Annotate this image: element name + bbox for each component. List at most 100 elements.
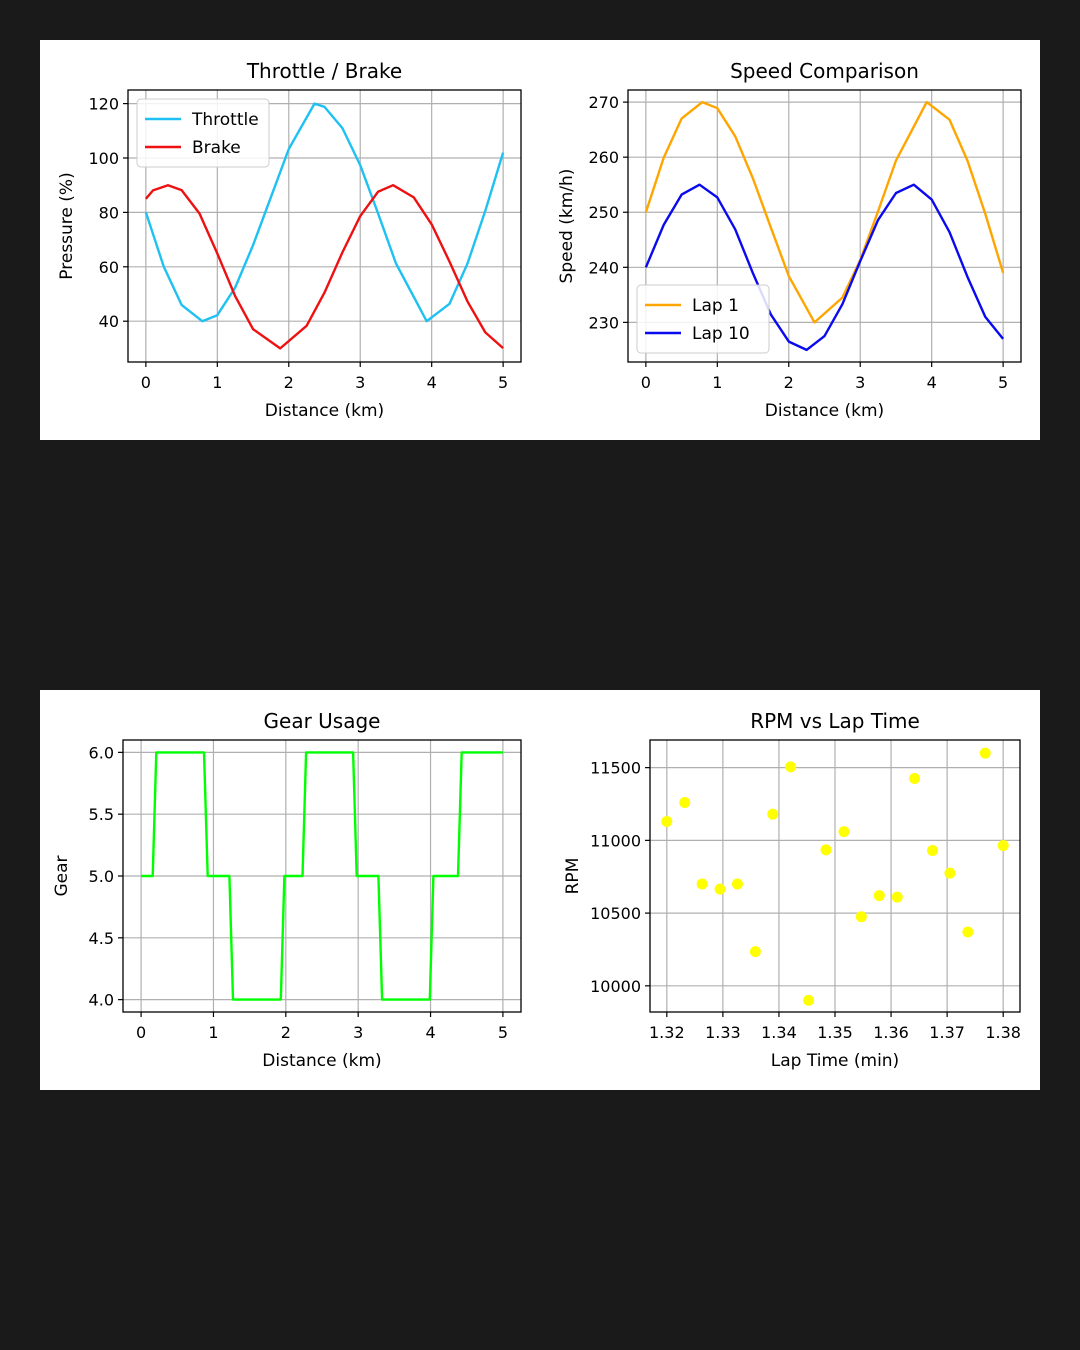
chart-title: Speed Comparison (730, 59, 919, 83)
x-axis-label: Distance (km) (765, 401, 884, 421)
x-axis-label: Distance (km) (262, 1051, 381, 1071)
bottom-figure-canvas: 0 1 2 3 4 5 4.0 4.5 5.0 5.5 6.0 Gear Usage Distance … (52, 709, 1021, 1071)
data-point (803, 994, 815, 1006)
data-point (979, 747, 991, 759)
data-point (714, 883, 726, 895)
legend-label: Lap 10 (692, 324, 750, 344)
data-point (855, 911, 867, 923)
chart-title: Throttle / Brake (246, 59, 402, 83)
data-point (927, 845, 939, 857)
top-figure-panel: 0 1 2 3 4 5 40 60 80 100 120 Throttle / Brake Distan… (40, 40, 1040, 440)
x-tick-label: 1.38 (985, 1023, 1021, 1042)
x-tick-label: 1.35 (817, 1023, 853, 1042)
x-tick-label: 1 (712, 373, 722, 392)
x-tick-label: 0 (136, 1023, 146, 1042)
legend-box (636, 284, 770, 354)
y-tick-label: 80 (99, 203, 119, 222)
y-tick-label: 6.0 (89, 743, 114, 762)
x-tick-label: 5 (998, 373, 1008, 392)
y-tick-label: 5.0 (89, 867, 114, 886)
legend: Lap 1 Lap 10 (636, 284, 770, 354)
x-axis-label: Lap Time (min) (771, 1051, 899, 1071)
series-line-lap-1 (644, 100, 1005, 324)
data-point (962, 926, 974, 938)
series-line-lap-10 (644, 183, 1005, 352)
bottom-figure-panel: 0 1 2 3 4 5 4.0 4.5 5.0 5.5 6.0 Gear Usage Distance … (40, 690, 1040, 1090)
data-point (661, 815, 673, 827)
x-tick-label: 4 (425, 1023, 435, 1042)
x-tick-label: 1.32 (649, 1023, 685, 1042)
y-tick-label: 10000 (590, 977, 641, 996)
y-tick-label: 10500 (590, 904, 641, 923)
data-point (909, 773, 921, 785)
y-axis-label: RPM (563, 858, 583, 895)
data-point (731, 878, 743, 890)
y-tick-label: 240 (588, 258, 619, 277)
legend: Throttle Brake (136, 98, 270, 168)
legend-box (136, 98, 270, 168)
y-tick-label: 270 (588, 93, 619, 112)
series-line-throttle (144, 102, 505, 323)
rpm-vs-lap-time-plot-area (661, 747, 1009, 1006)
x-tick-label: 0 (141, 373, 151, 392)
x-tick-label: 1.34 (761, 1023, 797, 1042)
x-tick-label: 1.36 (873, 1023, 909, 1042)
throttle-brake-plot-area (144, 102, 505, 350)
y-tick-label: 4.0 (89, 991, 114, 1010)
data-point (679, 797, 691, 809)
x-tick-label: 3 (353, 1023, 363, 1042)
y-tick-label: 40 (99, 312, 119, 331)
x-tick-label: 1 (212, 373, 222, 392)
y-tick-label: 4.5 (89, 929, 114, 948)
y-axis-label: Speed (km/h) (557, 169, 577, 284)
y-tick-label: 120 (88, 95, 119, 114)
speed-comparison-chart: 0 1 2 3 4 5 230 240 250 260 270 Speed Comparison Dis… (557, 59, 1022, 421)
series-line-brake (144, 184, 504, 350)
x-tick-label: 2 (784, 373, 794, 392)
x-tick-label: 1.33 (705, 1023, 741, 1042)
axes-frame (627, 89, 1022, 363)
chart-title: Gear Usage (264, 709, 381, 733)
data-point (696, 878, 708, 890)
x-tick-label: 4 (927, 373, 937, 392)
y-tick-label: 5.5 (89, 805, 114, 824)
data-point (997, 839, 1009, 851)
x-tick-label: 5 (498, 1023, 508, 1042)
y-tick-label: 60 (99, 258, 119, 277)
x-tick-label: 3 (855, 373, 865, 392)
rpm-vs-lap-time-chart: 1.32 1.33 1.34 1.35 1.36 1.37 1.38 10000 10500 11… (563, 709, 1021, 1071)
data-point (785, 761, 797, 773)
x-tick-label: 1 (208, 1023, 218, 1042)
x-tick-label: 5 (498, 373, 508, 392)
x-tick-label: 2 (281, 1023, 291, 1042)
data-point (838, 826, 850, 838)
chart-title: RPM vs Lap Time (750, 709, 920, 733)
y-tick-label: 230 (588, 313, 619, 332)
x-axis-label: Distance (km) (265, 401, 384, 421)
x-tick-label: 1.37 (929, 1023, 965, 1042)
gear-usage-plot-area (141, 751, 503, 1001)
x-tick-label: 4 (427, 373, 437, 392)
data-point (749, 946, 761, 958)
y-axis-label: Pressure (%) (57, 172, 77, 279)
data-point (944, 867, 956, 879)
data-point (767, 808, 779, 820)
throttle-brake-chart: 0 1 2 3 4 5 40 60 80 100 120 Throttle / Brake Distan… (57, 59, 522, 421)
y-tick-label: 250 (588, 203, 619, 222)
x-tick-label: 0 (641, 373, 651, 392)
series-line-gear (141, 751, 503, 1001)
y-tick-label: 100 (88, 149, 119, 168)
legend-label: Throttle (191, 110, 259, 130)
gear-usage-chart: 0 1 2 3 4 5 4.0 4.5 5.0 5.5 6.0 Gear Usage Distance … (52, 709, 522, 1071)
legend-label: Lap 1 (692, 296, 739, 316)
data-point (873, 890, 885, 902)
x-tick-label: 2 (284, 373, 294, 392)
y-tick-label: 11500 (590, 759, 641, 778)
x-tick-label: 3 (355, 373, 365, 392)
y-tick-label: 11000 (590, 831, 641, 850)
legend-label: Brake (192, 138, 241, 158)
y-tick-label: 260 (588, 148, 619, 167)
data-point (820, 844, 832, 856)
y-axis-label: Gear (52, 855, 72, 896)
